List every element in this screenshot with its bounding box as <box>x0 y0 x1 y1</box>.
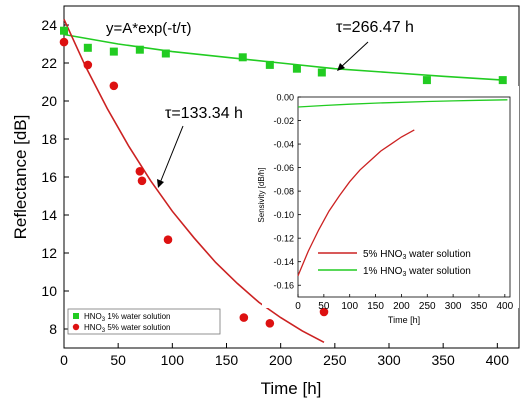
y-tick-label: 24 <box>41 17 57 33</box>
inset-y-tick-label: 0.00 <box>276 93 294 103</box>
equation-label: y=A*exp(-t/τ) <box>106 20 192 37</box>
inset-y-tick-label: -0.02 <box>273 116 294 126</box>
main-chart: 0 50 100 150 200 250 300 350 400 8 10 12 14 16 18 20 22 2… <box>11 5 520 398</box>
inset-lines <box>297 99 508 277</box>
data-point-square <box>238 53 247 62</box>
data-point-circle <box>265 319 275 328</box>
x-tick-label: 250 <box>323 352 347 368</box>
data-point-square <box>60 26 68 35</box>
data-point-square <box>161 49 170 58</box>
y-tick-label: 20 <box>41 93 57 109</box>
inset-plot-frame <box>297 96 511 298</box>
inset-x-tick-label: 0 <box>295 301 301 312</box>
x-tick-label: 0 <box>60 352 68 368</box>
data-point-square <box>265 60 274 69</box>
inset-x-tick-label: 350 <box>471 301 488 312</box>
annotation-arrow-1pct <box>337 41 369 71</box>
legend-marker-1pct <box>73 313 79 319</box>
data-point-circle <box>137 176 147 186</box>
annotation-arrow-5pct <box>157 125 184 188</box>
data-point-square <box>422 76 431 85</box>
data-point-circle <box>163 235 173 244</box>
x-tick-label: 400 <box>486 352 510 368</box>
data-point-square <box>83 43 92 52</box>
inset-y-tick-label: -0.04 <box>273 140 294 150</box>
main-x-axis-label: Time [h] <box>261 379 322 398</box>
main-legend-box <box>67 308 221 335</box>
y-tick-label: 12 <box>41 245 57 261</box>
data-point-circle <box>59 37 69 47</box>
data-point-circle <box>319 307 329 317</box>
inset-x-tick-label: 50 <box>318 301 330 312</box>
inset-ticks: 0 50 100 150 200 250 300 350 400 0.00 -0.02 -0.04 -0… <box>273 93 513 313</box>
inset-legend-label-5pct: 5% HNO3 water solution <box>363 249 471 261</box>
x-tick-label: 350 <box>431 352 455 368</box>
inset-series-line-1 <box>297 99 508 108</box>
main-data-points <box>59 26 507 328</box>
x-tick-label: 50 <box>110 352 126 368</box>
data-point-square <box>292 64 301 73</box>
y-tick-label: 16 <box>41 169 57 185</box>
inset-chart: 0 50 100 150 200 250 300 350 400 0.00 -0.02 -0.04 -0… <box>257 86 519 325</box>
data-point-circle <box>239 313 249 322</box>
data-point-circle <box>135 167 145 176</box>
legend-marker-5pct <box>72 323 80 331</box>
inset-y-tick-label: -0.08 <box>273 187 294 197</box>
main-legend: HNO3 1% water solution HNO3 5% water sol… <box>67 308 221 335</box>
inset-y-tick-label: -0.14 <box>273 257 294 267</box>
x-tick-label: 300 <box>377 352 401 368</box>
data-point-circle <box>83 60 93 70</box>
inset-y-tick-label: -0.06 <box>273 163 294 173</box>
inset-y-tick-label: -0.16 <box>273 281 294 291</box>
inset-y-tick-label: -0.10 <box>273 210 294 220</box>
tau-annotation-5pct: τ=133.34 h <box>165 105 243 122</box>
data-point-square <box>135 45 144 54</box>
inset-x-tick-label: 300 <box>445 301 462 312</box>
tau-annotation-1pct: τ=266.47 h <box>336 19 414 36</box>
x-tick-label: 100 <box>161 352 185 368</box>
x-tick-label: 200 <box>269 352 293 368</box>
inset-x-tick-label: 400 <box>496 301 513 312</box>
inset-series-line-0 <box>297 129 415 277</box>
inset-x-tick-label: 200 <box>393 301 410 312</box>
inset-x-tick-label: 100 <box>341 301 358 312</box>
x-tick-label: 150 <box>215 352 239 368</box>
inset-x-axis-label: Time [h] <box>388 315 420 325</box>
inset-background <box>262 86 519 308</box>
y-tick-label: 22 <box>41 55 57 71</box>
inset-y-tick-label: -0.12 <box>273 234 294 244</box>
data-point-square <box>498 76 507 85</box>
y-tick-label: 10 <box>41 283 57 299</box>
data-point-square <box>109 47 118 56</box>
legend-label-5pct: HNO3 5% water solution <box>84 323 171 334</box>
inset-y-axis-label: Sensivity [dB/h] <box>257 167 266 222</box>
y-tick-label: 8 <box>49 321 57 337</box>
main-y-axis-label: Reflectance [dB] <box>11 115 30 240</box>
data-point-circle <box>109 81 119 91</box>
inset-x-tick-label: 250 <box>419 301 436 312</box>
legend-label-1pct: HNO3 1% water solution <box>84 312 171 323</box>
inset-x-tick-label: 150 <box>367 301 384 312</box>
data-point-square <box>317 68 326 77</box>
y-tick-label: 14 <box>41 207 57 223</box>
fit-line-2 <box>63 33 503 81</box>
main-ticks: 0 50 100 150 200 250 300 350 400 8 10 12 14 16 18 20 22 2… <box>41 17 509 368</box>
inset-legend-label-1pct: 1% HNO3 water solution <box>363 266 471 278</box>
y-tick-label: 18 <box>41 131 57 147</box>
inset-legend: 5% HNO3 water solution 1% HNO3 water sol… <box>318 249 471 278</box>
fit-line-3 <box>63 18 325 344</box>
